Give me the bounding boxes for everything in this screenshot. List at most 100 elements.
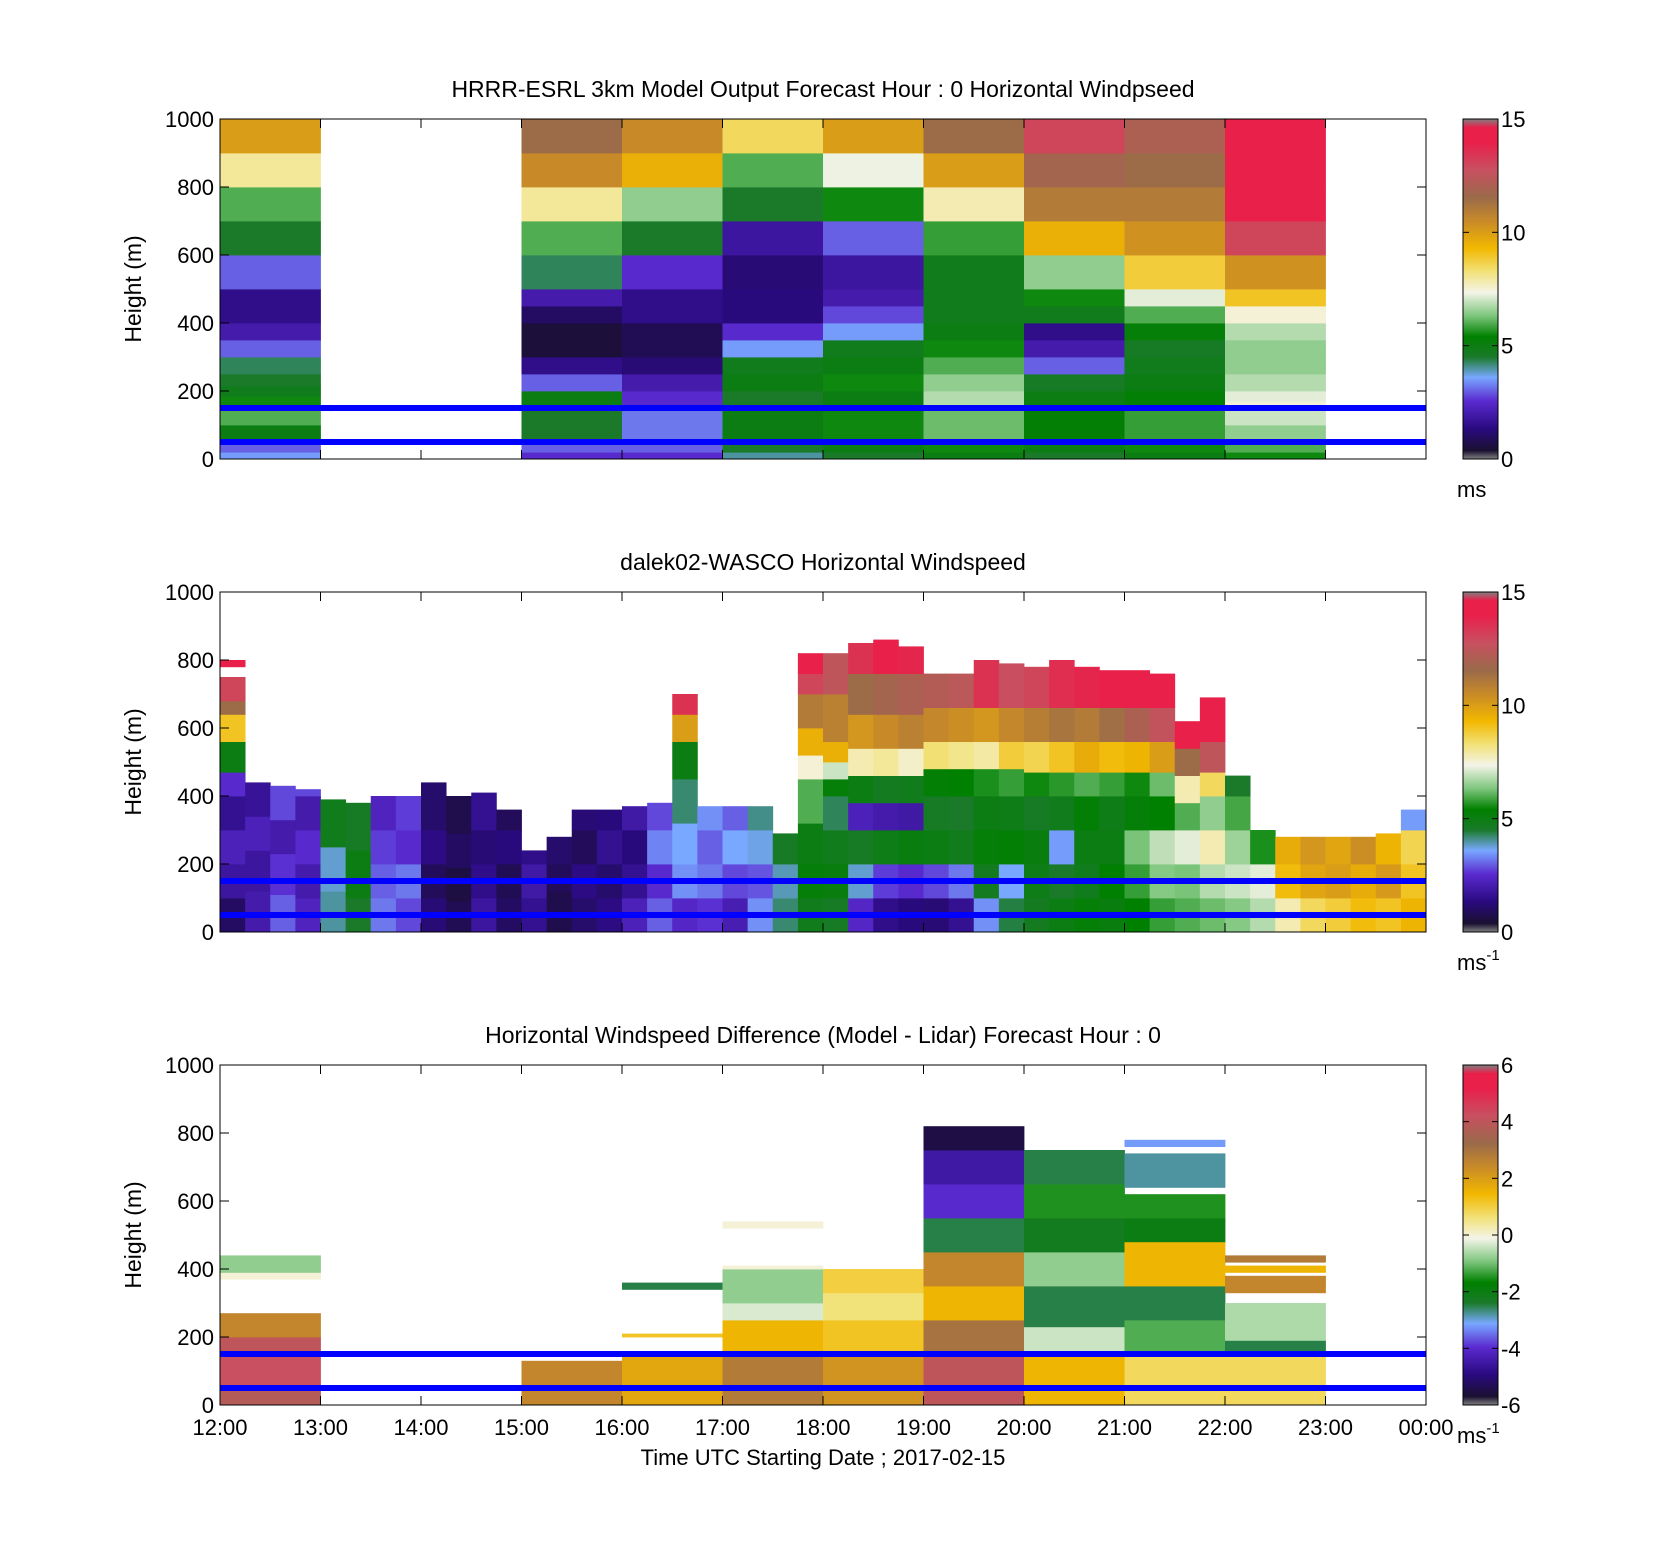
y-tick-label: 600 [177,243,214,268]
y-tick-label: 1000 [165,580,214,605]
heatmap-cell [722,1265,824,1270]
heatmap-cell [823,408,924,443]
heatmap-cell [923,673,950,708]
heatmap-cell [797,755,824,780]
heatmap-cell [370,796,397,831]
heatmap-cell [672,694,698,715]
heatmap-cell [823,779,849,797]
heatmap-cell [1024,452,1125,460]
heatmap-cell [1225,306,1326,324]
heatmap-cell [1149,830,1176,865]
heatmap-cell [823,289,924,307]
heatmap-cell [1124,357,1226,375]
heatmap-cell [270,785,296,821]
heatmap-cell [1024,255,1125,290]
heatmap-cell [1024,1286,1125,1328]
heatmap-cell [220,677,246,702]
colorbar-tick-label: 0 [1501,447,1513,472]
heatmap-cell [722,323,824,341]
heatmap-cell [521,357,623,375]
x-tick-label: 16:00 [594,1415,649,1440]
heatmap-cell [722,806,749,831]
colorbar-gradient [1462,591,1499,933]
heatmap-cell [1225,796,1251,831]
heatmap-cell [220,1255,321,1273]
heatmap-cell [998,663,1025,708]
heatmap-cell [1199,697,1226,742]
heatmap-cell [948,741,975,770]
heatmap-cell [823,1269,924,1294]
heatmap-cell [923,830,950,865]
heatmap-cell [1024,442,1125,453]
heatmap-cell [797,694,824,729]
heatmap-cell [220,340,321,358]
heatmap-cell [521,289,623,307]
heatmap-cell [1225,1340,1326,1355]
heatmap-cell [923,1320,1025,1355]
heatmap-cell [923,340,1025,358]
heatmap-cell [823,340,924,358]
y-axis-label: Height (m) [120,1181,146,1288]
heatmap-cell [220,660,246,668]
heatmap-cell [220,830,246,865]
heatmap-cell [622,119,723,154]
heatmap-cell [1174,830,1201,865]
heatmap-cell [1124,452,1226,460]
heatmap-cell [1225,452,1326,460]
heatmap-cell [622,806,648,831]
x-tick-label: 13:00 [293,1415,348,1440]
x-tick-label: 12:00 [192,1415,247,1440]
heatmap-cell [722,452,824,460]
heatmap-cell [546,836,573,865]
heatmap-cell [898,775,924,804]
heatmap-cell [973,796,1000,831]
heatmap-cell [622,452,723,460]
heatmap-cell [948,830,975,865]
y-axis-label: Height (m) [120,235,146,342]
heatmap-cell [1225,1303,1326,1341]
heatmap-cell [1074,830,1100,865]
heatmap-cell [848,802,874,831]
heatmap-cell [797,779,824,824]
heatmap-cell [722,1269,824,1304]
heatmap-cell [345,850,372,899]
y-tick-label: 600 [177,1189,214,1214]
heatmap-cell [873,714,899,749]
heatmap-cell [823,1320,924,1355]
heatmap-cell [1124,772,1151,797]
heatmap-cell [998,741,1025,770]
heatmap-cell [245,816,271,851]
heatmap-cell [1024,1150,1125,1185]
chart-title: dalek02-WASCO Horizontal Windspeed [620,549,1026,575]
heatmap-cell [622,255,723,290]
heatmap-cell [647,830,673,865]
colorbar-unit: ms-1 [1457,1420,1500,1448]
heatmap-cell [1225,357,1326,375]
heatmap-cell [823,306,924,324]
heatmap-cell [923,1252,1025,1287]
heatmap-cell [1024,374,1125,392]
heatmap-cell [1024,408,1125,443]
heatmap-cell [1225,1275,1326,1294]
heatmap-cell [270,853,296,895]
heatmap-cell [848,714,874,749]
heatmap-cell [998,830,1025,865]
colorbar-tick-label: 0 [1501,920,1513,945]
heatmap-cell [923,741,950,770]
heatmap-cell [722,255,824,290]
heatmap-cell [496,830,522,865]
heatmap-cell [722,1221,824,1229]
heatmap-cell [1099,830,1125,865]
heatmap-cell [1099,772,1125,797]
heatmap-cell [1225,255,1326,290]
heatmap-cell [923,323,1025,341]
heatmap-cell [622,408,723,443]
heatmap-cell [395,796,422,831]
y-tick-label: 1000 [165,107,214,132]
heatmap-cell [1124,374,1226,392]
heatmap-cell [1124,1153,1226,1188]
heatmap-cell [848,830,874,865]
heatmap-cell [722,830,749,865]
heatmap-cell [1149,741,1176,773]
heatmap-cell [722,1320,824,1355]
